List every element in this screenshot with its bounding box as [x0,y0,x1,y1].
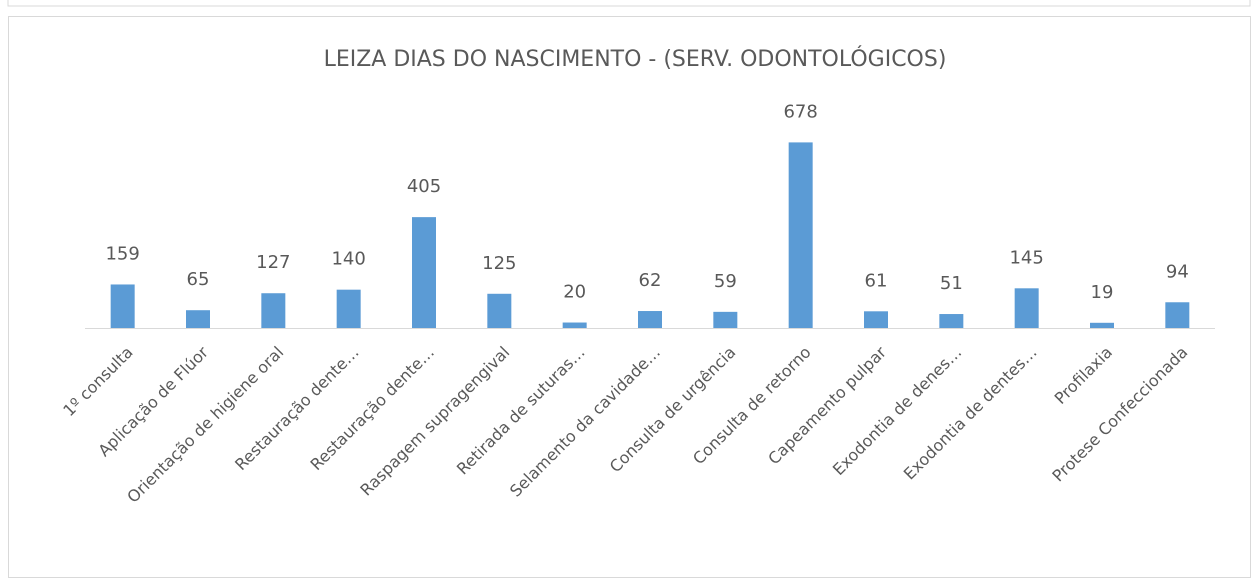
data-label: 125 [482,253,516,274]
bar [562,322,587,328]
bar [261,293,286,328]
data-label: 94 [1166,261,1189,282]
chart-title: LEIZA DIAS DO NASCIMENTO - (SERV. ODONTO… [324,46,947,72]
bar [1165,302,1190,328]
top-panel [7,0,1251,7]
data-label: 62 [639,270,662,291]
bar [713,311,738,328]
bar [788,142,813,328]
bar [110,284,135,328]
data-label: 678 [783,101,817,122]
data-label: 140 [331,249,365,270]
data-label: 65 [187,269,210,290]
data-label: 20 [563,282,586,303]
bar [336,289,361,328]
data-label: 145 [1009,247,1043,268]
bar [412,217,436,328]
data-label: 51 [940,273,963,294]
bar [939,314,964,328]
data-label: 61 [865,270,888,291]
bar [186,310,210,328]
data-label: 405 [407,176,441,197]
data-label: 127 [256,252,290,273]
data-label: 19 [1091,282,1114,303]
data-label: 59 [714,271,737,292]
chart-frame [8,16,1251,578]
bar [638,311,662,328]
bar [1090,322,1114,328]
bar [1014,288,1039,328]
data-label: 159 [105,243,139,264]
bar [487,293,512,328]
bar [864,311,888,328]
